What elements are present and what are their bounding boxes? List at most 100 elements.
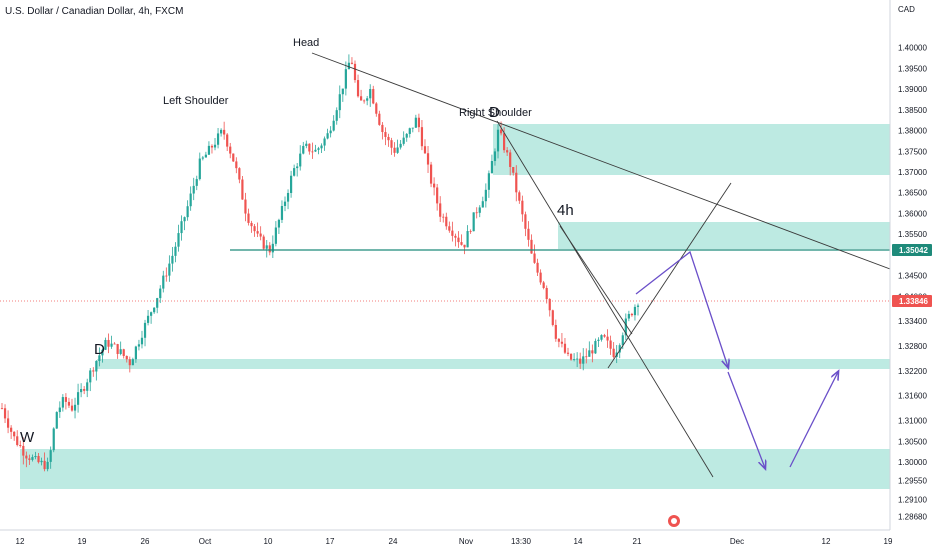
candle-body (262, 236, 265, 249)
price-tick-label: 1.32200 (898, 367, 927, 376)
candle-body (43, 460, 46, 470)
candle-body (481, 201, 484, 208)
time-tick-label: Nov (459, 537, 473, 546)
candle-body (402, 137, 405, 144)
candle-body (80, 389, 83, 393)
candle-body (411, 127, 414, 129)
candle-body (305, 143, 308, 146)
candle-body (405, 133, 408, 138)
candle-body (55, 412, 58, 429)
candle-body (58, 407, 61, 413)
price-tick-label: 1.35500 (898, 230, 927, 239)
candle-body (216, 133, 220, 145)
candle-body (64, 397, 68, 402)
candle-body (603, 335, 606, 337)
candle-body (576, 358, 579, 360)
candle-body (274, 227, 277, 244)
candle-body (250, 222, 253, 227)
candle-body (451, 230, 454, 236)
time-axis[interactable]: 12 19 26 Oct 10 17 24 Nov 13:30 14 21 Dec 12 19 (0, 529, 893, 546)
candle-body (171, 255, 174, 264)
zones (20, 124, 890, 489)
candle-body (326, 133, 329, 139)
candle-body (633, 306, 637, 316)
candle-body (22, 445, 25, 456)
candle-body (536, 262, 539, 273)
candle-body (454, 235, 457, 238)
candle-body (332, 120, 335, 131)
candle-body (110, 343, 113, 347)
candle-body (76, 392, 80, 405)
candle-body (457, 237, 460, 243)
candle-body (37, 455, 40, 463)
demand-zone-lower (20, 449, 890, 489)
candle-body (131, 359, 134, 366)
candle-body (426, 153, 430, 165)
price-tick-label: 1.30000 (898, 458, 927, 467)
candle-body (399, 143, 402, 148)
candlesticks (0, 54, 640, 472)
wedge-upper-line (559, 225, 633, 335)
candle-body (189, 193, 192, 207)
candle-body (34, 455, 37, 458)
price-tick-label: 1.37500 (898, 147, 927, 156)
candle-body (414, 117, 417, 128)
annotation-w: W (20, 429, 35, 446)
candle-body (381, 124, 384, 133)
candle-body (627, 313, 630, 319)
candle-body (624, 318, 627, 336)
candle-body (244, 199, 247, 214)
candle-body (122, 349, 125, 356)
candle-body (104, 339, 107, 350)
candle-body (390, 140, 393, 148)
candle-body (420, 127, 424, 147)
channel-line-steep (496, 120, 714, 478)
candle-body (463, 244, 466, 248)
candle-body (384, 132, 387, 137)
candle-body (344, 69, 347, 89)
candle-body (86, 382, 89, 391)
candle-body (618, 345, 621, 353)
candle-body (569, 353, 573, 360)
candle-body (363, 100, 366, 102)
price-tick-label: 1.40000 (898, 44, 927, 53)
candle-body (277, 219, 281, 228)
candle-body (28, 458, 31, 460)
price-tick-label: 1.31600 (898, 392, 927, 401)
annotation-head: Head (293, 37, 319, 49)
price-tick-label: 1.32800 (898, 342, 927, 351)
news-flag-icon[interactable] (668, 515, 680, 527)
time-tick-label: 17 (326, 537, 335, 546)
price-axis[interactable]: CAD 1.40000 1.39500 1.39000 1.38500 1.38000 1… (889, 0, 927, 530)
candle-body (466, 231, 469, 248)
candle-body (597, 339, 600, 341)
candle-body (283, 201, 287, 206)
candle-body (320, 145, 323, 149)
candle-body (232, 153, 235, 162)
candle-body (521, 200, 524, 215)
price-tick-label: 1.33400 (898, 317, 927, 326)
annotation-right-shoulder: Right Shoulder (459, 107, 532, 119)
candle-body (445, 216, 448, 227)
demand-zone-mid (97, 359, 890, 369)
price-tags: 1.35042 1.33846 (892, 244, 932, 307)
candle-body (359, 96, 363, 101)
chart-title: U.S. Dollar / Canadian Dollar, 4h, FXCM (5, 6, 184, 17)
candle-body (563, 343, 567, 353)
candle-body (177, 233, 180, 247)
key-level-tag (892, 244, 932, 256)
candle-body (134, 346, 137, 360)
candle-body (207, 145, 211, 155)
candle-body (226, 134, 229, 147)
candle-body (3, 408, 7, 419)
candle-body (296, 166, 299, 169)
candle-body (527, 228, 530, 240)
candle-body (25, 455, 28, 459)
candle-body (0, 408, 4, 409)
candle-body (201, 157, 204, 159)
candle-body (378, 113, 381, 125)
time-tick-label: 24 (389, 537, 398, 546)
candle-body (439, 203, 442, 217)
candle-body (433, 183, 436, 188)
